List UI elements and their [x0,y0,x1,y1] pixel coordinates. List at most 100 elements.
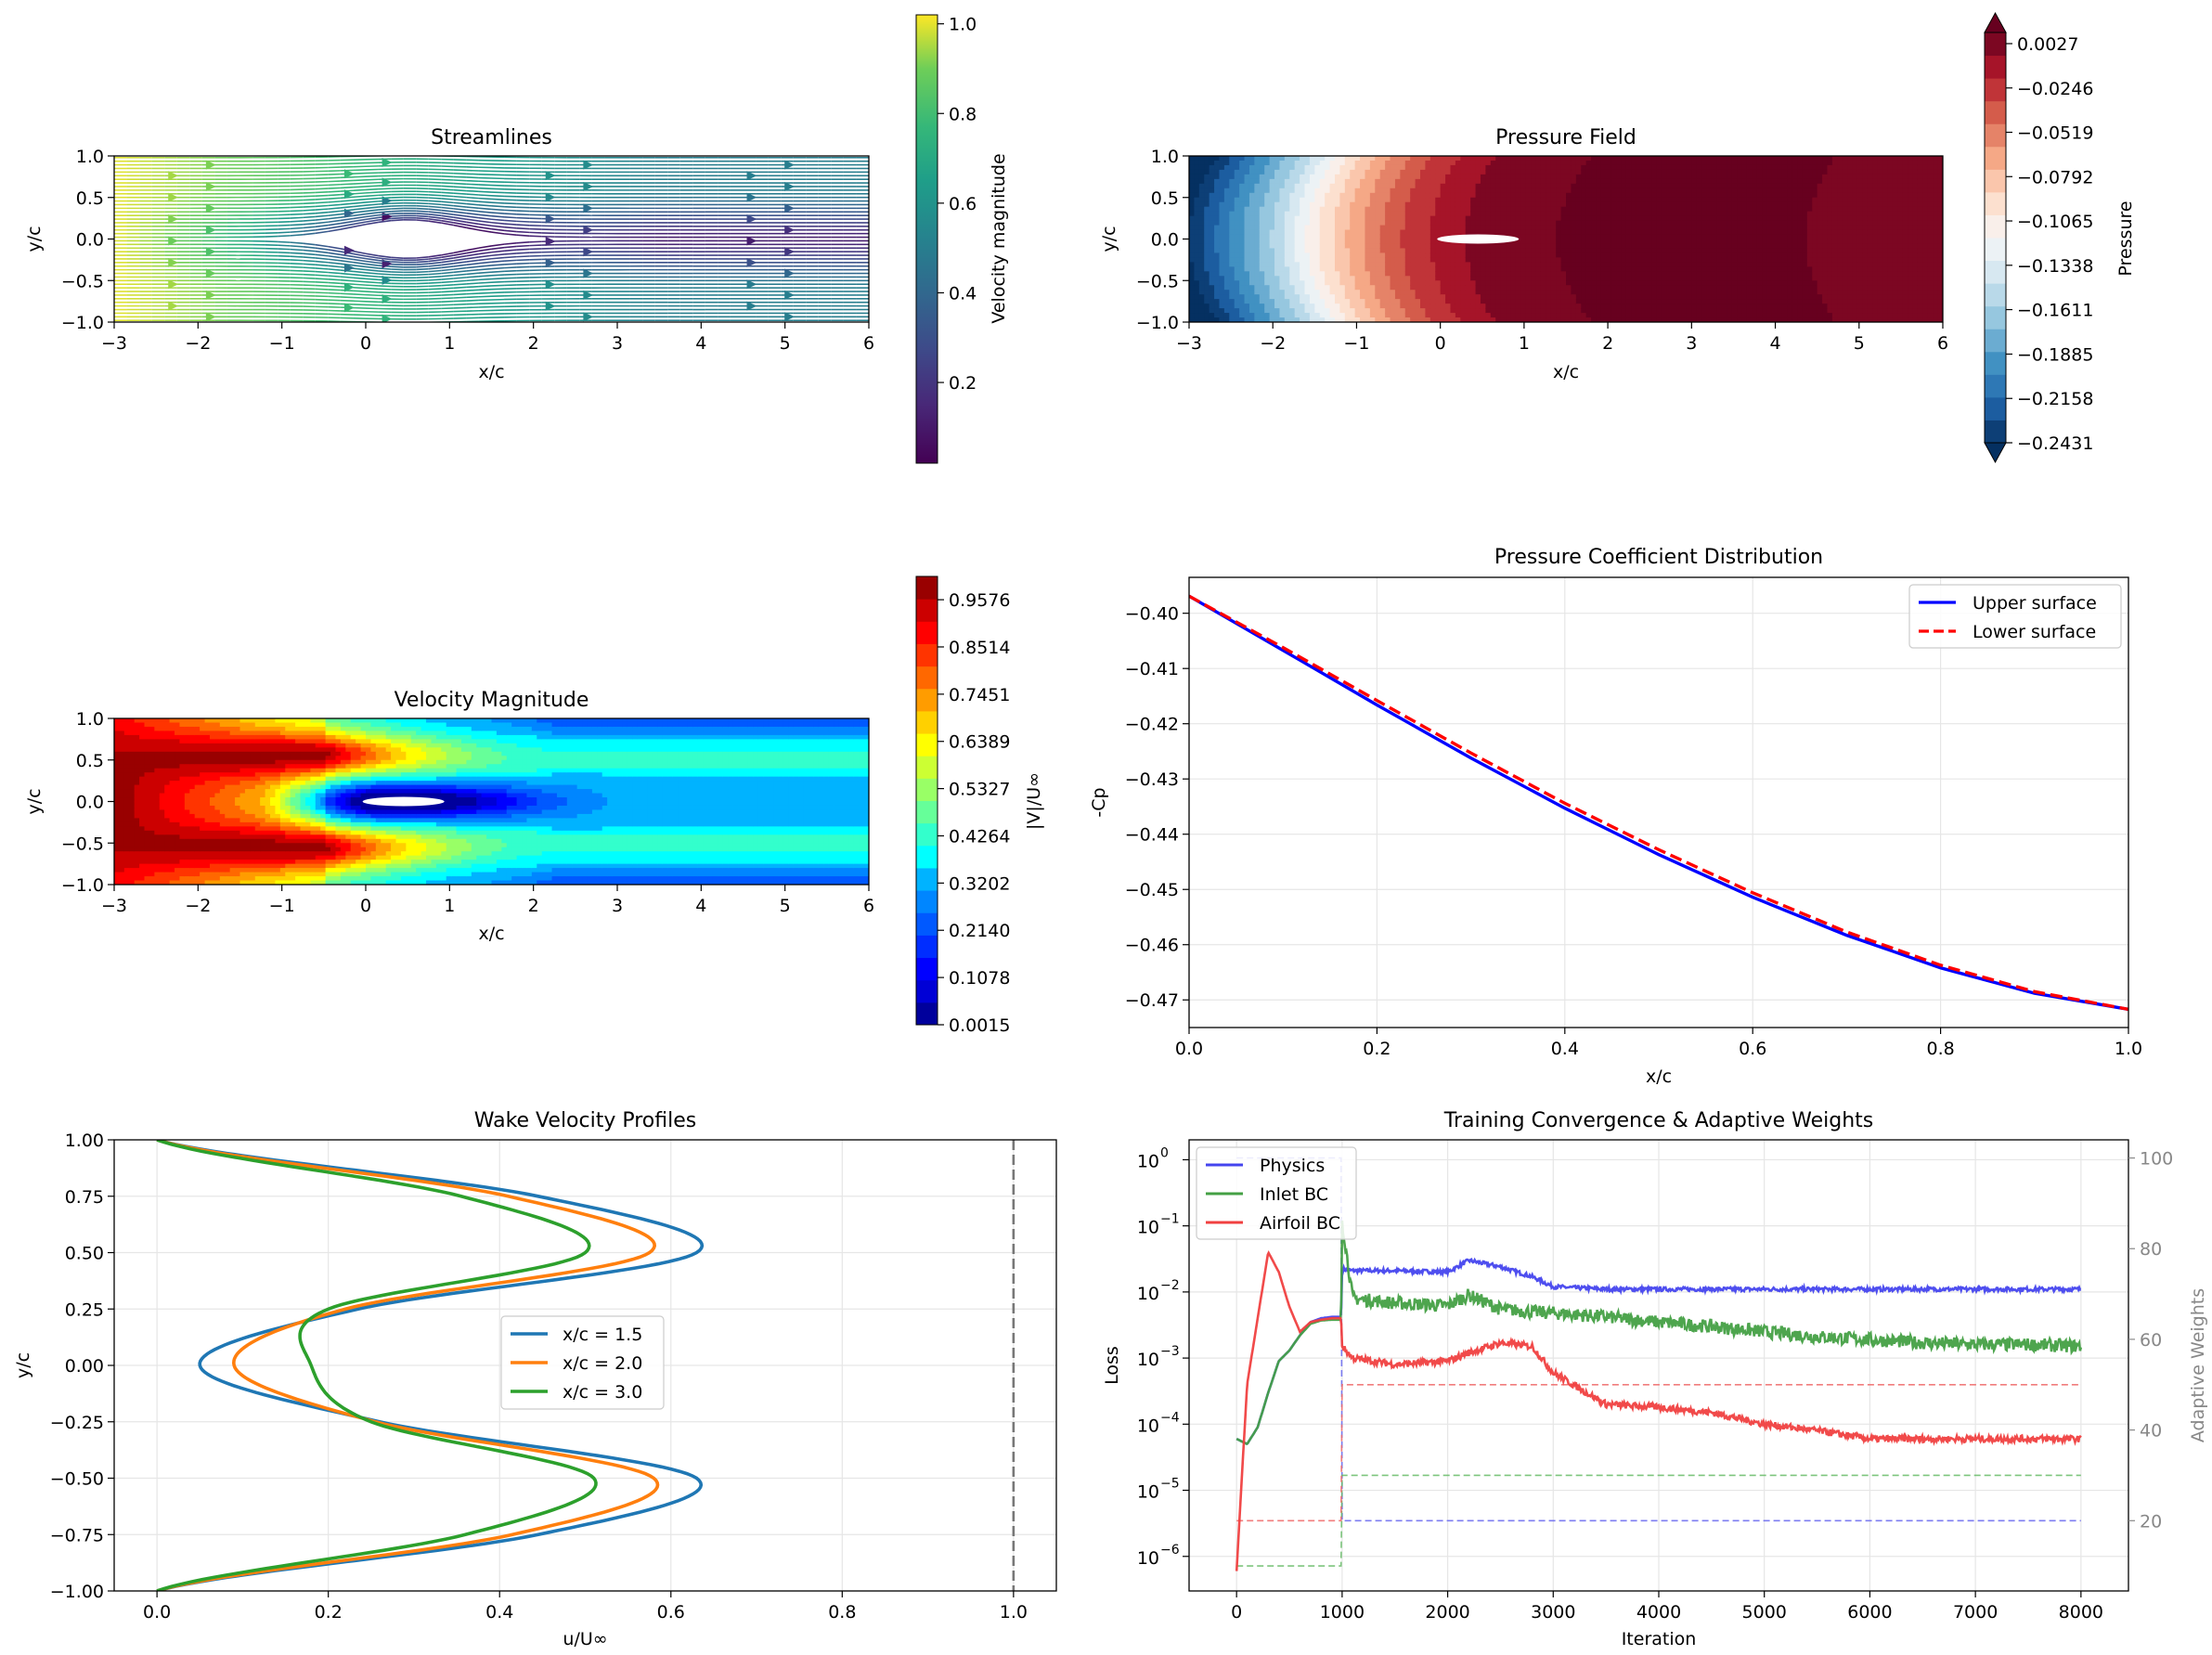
streamline-segment [290,224,304,226]
streamline-segment [416,260,429,264]
streamline-segment [428,213,442,217]
pressure-contour-cell [1204,239,1210,245]
streamlines-x-tick-label: −3 [101,333,127,354]
pressure-contour-cell [1214,187,1221,194]
pressure-contour-cell [1435,285,1442,291]
pressure-contour-cell [1264,304,1271,309]
streamlines-x-tick-label: −1 [269,333,295,354]
pressure-contour-cell [1209,266,1215,272]
pressure-contour-cell [1440,317,1446,322]
pressure-contour-cell [1223,169,1230,175]
pressure-contour-cell [1415,317,1421,322]
pressure-contour-cell [1284,169,1290,175]
pressure-contour-cell [1325,192,1331,199]
pressure-contour-cell [1284,215,1290,222]
pressure-contour-cell [1319,304,1326,309]
pressure-contour-cell [1223,317,1230,322]
streamline-segment [315,227,329,231]
streamline-segment [365,194,379,198]
pressure-contour-cell [1334,262,1340,267]
pressure-contour-cell [1470,225,1477,231]
streamline-segment [365,300,379,304]
pressure-contour-cell [1344,290,1351,295]
streamline-segment [315,250,329,254]
pressure-contour-cell [1475,299,1481,304]
pressure-contour-cell [1229,178,1235,185]
pressure-contour-cell [1360,308,1366,314]
pressure-contour-cell [1375,299,1381,304]
streamline-segment [290,234,304,237]
pressure-contour-cell [1475,248,1481,254]
pressure-contour-cell [1300,262,1306,267]
pressure-contour-cell [1248,280,1255,286]
streamline-segment [303,212,316,215]
pressure-contour-cell [1198,299,1205,304]
pressure-contour-cell [1365,187,1371,194]
streamline-segment [428,261,442,265]
pressure-contour-cell [1219,206,1225,213]
pressure-contour-cell [1350,183,1356,189]
pressure-contour-cell [1319,252,1326,258]
streamline-arrow [784,203,796,213]
pressure-contour-cell [1445,262,1452,267]
pressure-contour-cell [1204,262,1210,267]
pressure-contour-cell [1269,276,1275,281]
pressure-contour-cell [1264,239,1271,245]
pressure-contour-cell [1274,197,1281,203]
pressure-contour-cell [1300,197,1306,203]
pressure-contour-cell [1354,174,1361,180]
pressure-contour-cell [1269,220,1275,226]
pressure-contour-cell [1390,290,1396,295]
pressure-contour-cell [1445,304,1452,309]
pressure-contour-cell [1239,257,1246,263]
streamline-segment [328,254,342,259]
pressure-contour-cell [1400,183,1406,189]
pressure-contour-cell [1304,317,1311,322]
pressure-contour-cell [1274,317,1281,322]
pressure-contour-cell [1239,156,1246,162]
pressure-contour-cell [1239,211,1246,217]
pressure-contour-cell [1385,234,1391,240]
pressure-contour-cell [1360,239,1366,245]
pressure-contour-cell [1465,178,1471,185]
pressure-contour-cell [1319,262,1326,267]
streamline-segment [328,193,341,197]
pressure-contour-cell [1360,229,1366,236]
streamline-segment [391,256,404,259]
streamline-segment [416,265,429,268]
pressure-contour-cell [1214,183,1221,189]
pressure-contour-cell [1480,248,1486,254]
pressure-contour-cell [1344,215,1351,222]
pressure-contour-cell [1394,280,1401,286]
streamline-segment [340,199,354,202]
pressure-contour-cell [1415,192,1421,199]
pressure-contour-cell [1375,239,1381,245]
streamline-segment [466,218,480,222]
pressure-contour-cell [1329,183,1336,189]
streamline-segment [328,222,342,226]
pressure-contour-cell [1465,252,1471,258]
pressure-contour-cell [1425,234,1431,240]
streamline-segment [290,259,304,262]
pressure-contour-cell [1254,183,1261,189]
pressure-contour-cell [1304,313,1311,318]
pressure-contour-cell [1425,294,1431,300]
streamline-segment [353,213,367,217]
pressure-contour-cell [1350,229,1356,236]
pressure-contour-cell [1189,276,1196,281]
pressure-contour-cell [1229,313,1235,318]
pressure-contour-cell [1325,299,1331,304]
pressure-contour-cell [1239,201,1246,208]
pressure-contour-cell [1279,299,1286,304]
streamline-segment [340,282,354,286]
pressure-contour-cell [1334,164,1340,171]
pressure-contour-cell [1450,248,1456,254]
streamline-segment [453,252,467,256]
pressure-contour-cell [1248,178,1255,185]
streamline-segment [466,299,479,302]
pressure-contour-cell [1455,252,1461,258]
pressure-contour-cell [1309,201,1315,208]
pressure-contour-cell [1344,271,1351,277]
pressure-contour-cell [1455,294,1461,300]
streamline-arrow [382,158,393,168]
